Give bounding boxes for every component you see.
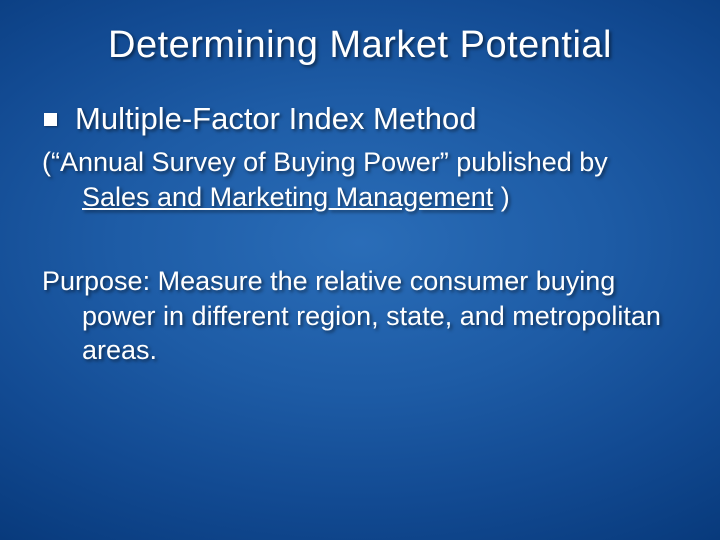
purpose-label: Purpose: [42, 266, 158, 296]
purpose-block: Purpose: Measure the relative consumer b… [40, 264, 680, 368]
source-suffix: ) [493, 182, 510, 212]
bullet-item: Multiple-Factor Index Method [40, 101, 680, 137]
square-bullet-icon [44, 113, 57, 126]
source-prefix: (“Annual Survey of Buying Power” publish… [42, 147, 608, 177]
source-line: (“Annual Survey of Buying Power” publish… [40, 145, 680, 214]
slide: Determining Market Potential Multiple-Fa… [0, 0, 720, 540]
purpose-text: Measure the relative consumer buying pow… [82, 266, 661, 365]
slide-body: Multiple-Factor Index Method (“Annual Su… [0, 67, 720, 368]
source-underlined: Sales and Marketing Management [82, 182, 493, 212]
bullet-text: Multiple-Factor Index Method [75, 101, 476, 137]
slide-title: Determining Market Potential [0, 0, 720, 67]
